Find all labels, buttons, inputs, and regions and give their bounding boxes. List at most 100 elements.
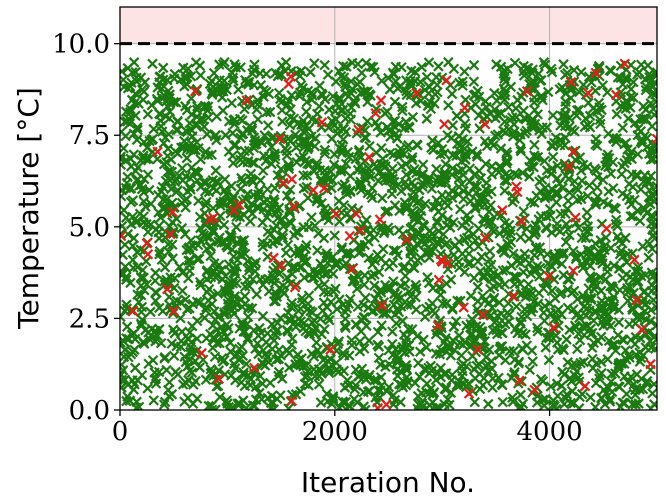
feasible-point	[605, 280, 616, 292]
feasible-point	[311, 337, 322, 348]
violation-point	[127, 305, 139, 317]
feasible-point	[161, 74, 173, 86]
feasible-point	[641, 378, 652, 389]
feasible-point	[524, 364, 536, 376]
feasible-point	[600, 160, 611, 171]
feasible-point	[298, 126, 309, 138]
feasible-point	[168, 350, 180, 362]
feasible-point	[647, 231, 657, 242]
feasible-point	[120, 116, 131, 128]
feasible-point	[220, 129, 231, 141]
feasible-point	[447, 335, 459, 346]
feasible-point	[603, 128, 614, 140]
feasible-point	[467, 328, 478, 340]
feasible-point	[457, 339, 469, 351]
feasible-point	[148, 123, 159, 135]
feasible-point	[568, 304, 579, 315]
feasible-point	[587, 103, 599, 114]
feasible-point	[588, 337, 600, 349]
feasible-point	[247, 400, 259, 410]
feasible-point	[624, 91, 636, 103]
feasible-point	[210, 314, 221, 325]
violation-point	[381, 399, 392, 410]
feasible-point	[332, 127, 343, 139]
feasible-point	[451, 110, 463, 122]
feasible-point	[290, 389, 302, 400]
violation-point	[439, 118, 450, 130]
feasible-point	[539, 190, 551, 202]
feasible-point	[446, 185, 458, 196]
feasible-point	[122, 83, 134, 94]
feasible-point	[439, 169, 450, 181]
feasible-point	[223, 116, 235, 127]
feasible-point	[255, 175, 266, 186]
feasible-point	[176, 222, 188, 234]
feasible-point	[610, 136, 622, 148]
feasible-point	[401, 85, 412, 97]
feasible-point	[622, 282, 633, 294]
feasible-point	[282, 307, 294, 319]
feasible-point	[415, 169, 427, 181]
feasible-point	[412, 216, 424, 227]
feasible-point	[170, 97, 182, 108]
feasible-point	[323, 314, 335, 326]
feasible-point	[334, 294, 345, 305]
feasible-point	[160, 175, 172, 187]
feasible-point	[538, 400, 550, 410]
feasible-point	[339, 382, 351, 393]
feasible-point	[444, 222, 456, 233]
feasible-point	[536, 128, 547, 140]
feasible-point	[571, 343, 583, 355]
feasible-point	[498, 65, 510, 77]
feasible-point	[436, 210, 448, 221]
feasible-point	[404, 78, 416, 90]
feasible-point	[640, 342, 652, 353]
feasible-point	[275, 163, 287, 175]
violation-point	[497, 205, 508, 216]
feasible-point	[358, 386, 369, 398]
feasible-point	[539, 300, 551, 312]
feasible-point	[487, 325, 499, 336]
feasible-point	[527, 161, 538, 172]
feasible-point	[200, 199, 212, 211]
feasible-point	[163, 291, 175, 303]
feasible-point	[602, 198, 614, 210]
feasible-point	[222, 287, 234, 298]
feasible-point	[181, 104, 193, 116]
feasible-point	[300, 106, 312, 118]
feasible-point	[277, 116, 288, 127]
feasible-point	[570, 309, 582, 321]
feasible-point	[541, 332, 552, 343]
violation-point	[372, 402, 384, 410]
feasible-point	[645, 403, 657, 410]
feasible-point	[468, 272, 480, 284]
feasible-point	[293, 139, 305, 151]
feasible-point	[344, 350, 355, 361]
feasible-point	[377, 243, 389, 255]
feasible-point	[231, 261, 243, 272]
feasible-point	[120, 154, 132, 166]
feasible-point	[306, 212, 317, 223]
feasible-point	[391, 133, 403, 144]
feasible-point	[613, 317, 625, 328]
feasible-point	[638, 113, 650, 125]
feasible-point	[605, 242, 617, 254]
feasible-point	[342, 375, 353, 386]
feasible-point	[614, 248, 626, 260]
feasible-point	[242, 311, 254, 323]
feasible-point	[414, 346, 426, 357]
feasible-point	[328, 286, 339, 297]
feasible-point	[639, 305, 651, 317]
feasible-point	[585, 392, 596, 403]
feasible-point	[131, 134, 143, 146]
feasible-point	[606, 341, 618, 353]
feasible-point	[389, 288, 401, 300]
feasible-point	[585, 271, 596, 282]
violation-point	[275, 260, 287, 271]
feasible-point	[142, 226, 154, 238]
feasible-point	[546, 140, 557, 151]
feasible-point	[356, 67, 368, 79]
feasible-point	[386, 338, 398, 350]
feasible-point	[629, 194, 640, 206]
feasible-point	[283, 362, 295, 373]
